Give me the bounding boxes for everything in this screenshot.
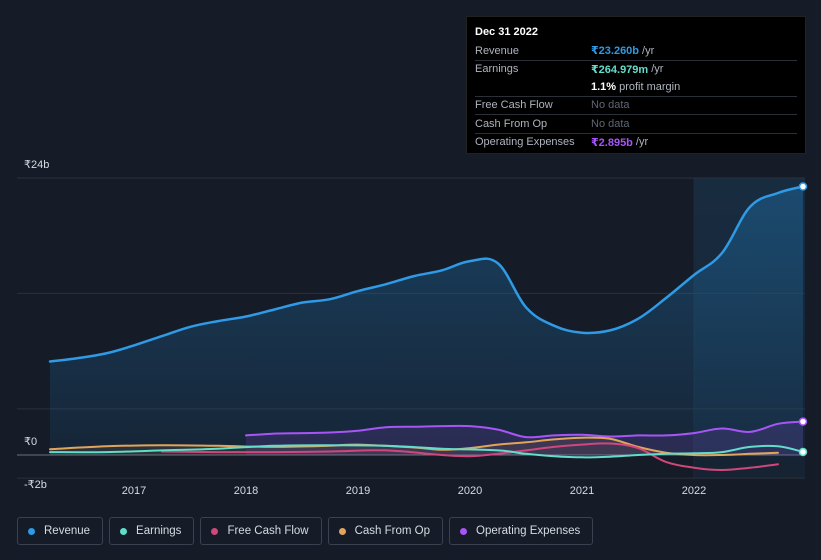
tooltip-value: ₹23.260b bbox=[591, 45, 640, 58]
tooltip-value: ₹264.979m bbox=[591, 63, 649, 76]
x-axis-labels: 2017 2018 2019 2020 2021 2022 bbox=[122, 485, 706, 497]
operating-expenses-dot-icon bbox=[460, 527, 468, 535]
tooltip-unit: profit margin bbox=[619, 80, 681, 93]
cash-from-op-area bbox=[50, 437, 778, 456]
legend-item-operating-expenses[interactable]: Operating Expenses bbox=[449, 517, 594, 545]
earnings-line bbox=[49, 444, 804, 459]
revenue-end-marker bbox=[798, 182, 808, 191]
legend-item-free-cash-flow[interactable]: Free Cash Flow bbox=[200, 517, 322, 545]
tooltip-unit: /yr bbox=[635, 136, 649, 149]
cash-from-op-line bbox=[49, 436, 779, 457]
tooltip-row-fcf: Free Cash Flow No data bbox=[475, 95, 797, 115]
tooltip-value: ₹2.895b bbox=[591, 136, 633, 149]
tooltip-unit: /yr bbox=[651, 63, 664, 76]
legend-label: Operating Expenses bbox=[476, 525, 581, 537]
y-axis-labels: ₹24b ₹0 -₹2b bbox=[24, 159, 49, 491]
x-tick-label: 2021 bbox=[570, 485, 594, 497]
tooltip-value: No data bbox=[591, 117, 630, 130]
x-tick-label: 2022 bbox=[682, 485, 706, 497]
earnings-dot-icon bbox=[120, 527, 128, 535]
operating-expenses-end-marker bbox=[798, 417, 808, 426]
x-tick-label: 2017 bbox=[122, 485, 146, 497]
tooltip-row-revenue: Revenue ₹23.260b /yr bbox=[475, 42, 797, 60]
x-tick-label: 2019 bbox=[346, 485, 370, 497]
legend-label: Revenue bbox=[44, 525, 91, 537]
tooltip-unit: /yr bbox=[642, 44, 655, 57]
legend-item-revenue[interactable]: Revenue bbox=[17, 517, 104, 545]
legend-label: Cash From Op bbox=[354, 525, 431, 537]
tooltip-value: 1.1% bbox=[591, 80, 617, 93]
revenue-line bbox=[48, 185, 805, 363]
legend-item-cash-from-op[interactable]: Cash From Op bbox=[327, 517, 444, 545]
tooltip-label: Revenue bbox=[475, 44, 520, 57]
x-tick-label: 2018 bbox=[234, 485, 258, 497]
y-tick-label: ₹24b bbox=[24, 159, 49, 171]
end-markers bbox=[798, 182, 808, 457]
tooltip-label: Operating Expenses bbox=[475, 136, 575, 149]
free-cash-flow-line bbox=[161, 442, 779, 471]
tooltip-label: Earnings bbox=[475, 63, 519, 76]
y-tick-label: ₹0 bbox=[24, 436, 37, 448]
legend-label: Free Cash Flow bbox=[227, 525, 309, 537]
tooltip-value: No data bbox=[591, 99, 630, 112]
x-tick-label: 2020 bbox=[458, 485, 482, 497]
tooltip-label: Free Cash Flow bbox=[475, 99, 553, 112]
revenue-dot-icon bbox=[28, 527, 35, 535]
revenue-area bbox=[50, 186, 803, 455]
legend-label: Earnings bbox=[136, 525, 182, 537]
tooltip-row-cfo: Cash From Op No data bbox=[475, 114, 797, 133]
tooltip-date: Dec 31 2022 bbox=[475, 26, 538, 38]
tooltip-row-earnings: Earnings ₹264.979m /yr bbox=[475, 59, 797, 79]
data-tooltip: Dec 31 2022 Revenue ₹23.260b /yr Earning… bbox=[466, 16, 806, 154]
operating-expenses-line bbox=[245, 420, 804, 439]
free-cash-flow-dot-icon bbox=[211, 527, 219, 535]
tooltip-label: Cash From Op bbox=[475, 117, 548, 130]
tooltip-row-margin: 1.1% profit margin bbox=[475, 78, 797, 96]
y-tick-label: -₹2b bbox=[24, 479, 47, 491]
cash-from-op-dot-icon bbox=[338, 527, 346, 535]
tooltip-row-opex: Operating Expenses ₹2.895b /yr bbox=[475, 132, 797, 152]
legend-item-earnings[interactable]: Earnings bbox=[109, 517, 195, 545]
earnings-end-marker bbox=[798, 447, 808, 457]
series-layer bbox=[48, 185, 805, 471]
chart-legend: Revenue Earnings Free Cash Flow Cash Fro… bbox=[17, 517, 594, 545]
